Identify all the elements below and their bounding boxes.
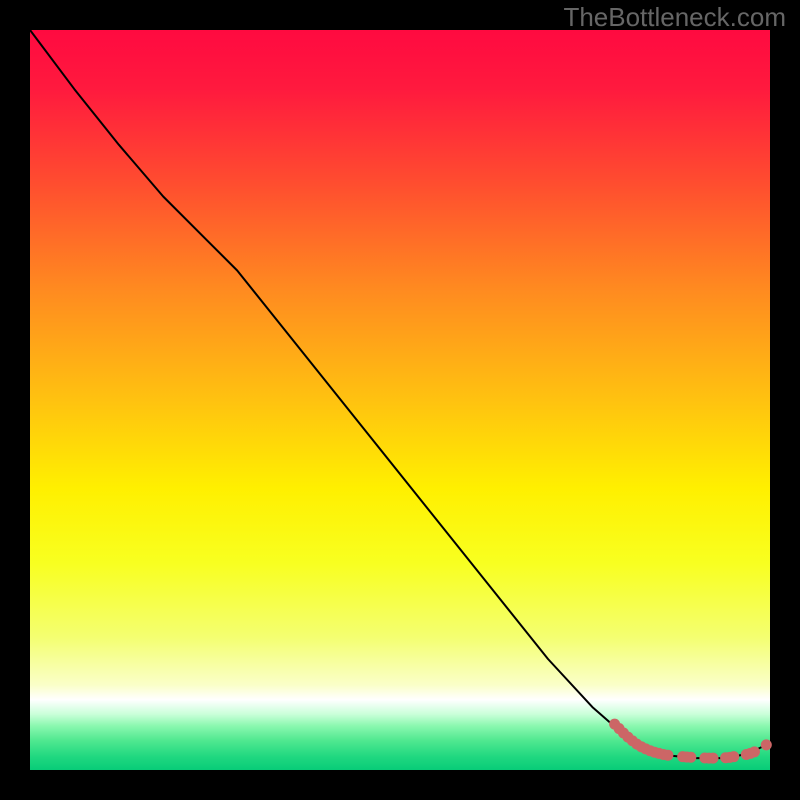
chart-plot-bg bbox=[30, 30, 770, 770]
chart-marker bbox=[662, 750, 673, 761]
chart-marker bbox=[749, 746, 760, 757]
chart-marker bbox=[708, 753, 719, 764]
chart-marker bbox=[761, 739, 772, 750]
chart-marker bbox=[728, 751, 739, 762]
chart-stage: TheBottleneck.com bbox=[0, 0, 800, 800]
chart-svg bbox=[0, 0, 800, 800]
watermark-text: TheBottleneck.com bbox=[563, 2, 786, 33]
chart-marker bbox=[685, 752, 696, 763]
